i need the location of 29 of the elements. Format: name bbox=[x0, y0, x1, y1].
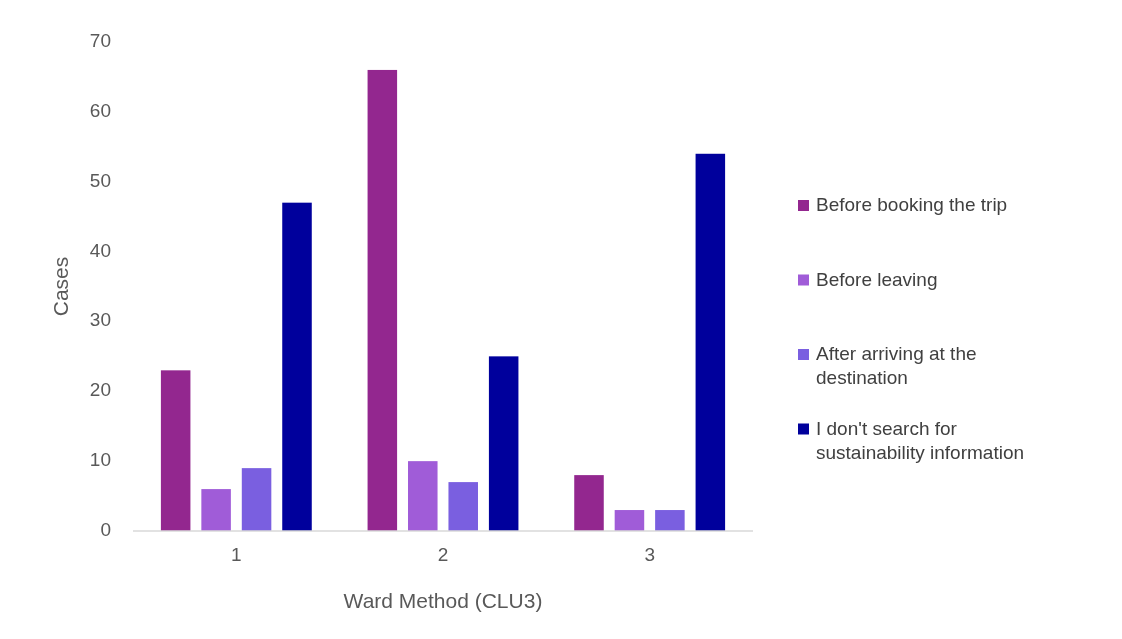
x-tick-label: 2 bbox=[437, 544, 449, 565]
bar bbox=[241, 468, 272, 531]
y-tick-label: 30 bbox=[89, 309, 111, 331]
bar bbox=[488, 356, 519, 531]
bar bbox=[367, 69, 398, 531]
x-axis-title: Ward Method (CLU3) bbox=[343, 589, 543, 612]
x-tick-label: 3 bbox=[644, 544, 655, 565]
bar bbox=[614, 510, 645, 531]
y-tick-label: 10 bbox=[89, 449, 111, 471]
y-tick-label: 70 bbox=[89, 30, 111, 52]
bar bbox=[655, 510, 685, 531]
bar bbox=[282, 202, 312, 531]
y-tick-label: 50 bbox=[89, 169, 111, 191]
bar bbox=[160, 370, 191, 531]
bar bbox=[201, 489, 231, 531]
legend-label: After arriving at the destination bbox=[816, 343, 977, 389]
y-tick-label: 0 bbox=[100, 519, 111, 541]
bar bbox=[448, 482, 478, 531]
y-tick-label: 60 bbox=[89, 99, 111, 121]
x-tick-label: 1 bbox=[231, 544, 242, 565]
legend-label: I don't search for sustainability information bbox=[816, 417, 1025, 463]
y-axis-title: Cases bbox=[49, 256, 72, 317]
bar bbox=[574, 475, 604, 531]
y-tick-label: 20 bbox=[89, 379, 111, 401]
bar bbox=[695, 153, 726, 531]
y-tick-label: 40 bbox=[89, 239, 111, 261]
bar bbox=[408, 461, 438, 531]
legend-label: Before booking the trip bbox=[816, 194, 1008, 216]
legend-label: Before leaving bbox=[816, 268, 938, 290]
